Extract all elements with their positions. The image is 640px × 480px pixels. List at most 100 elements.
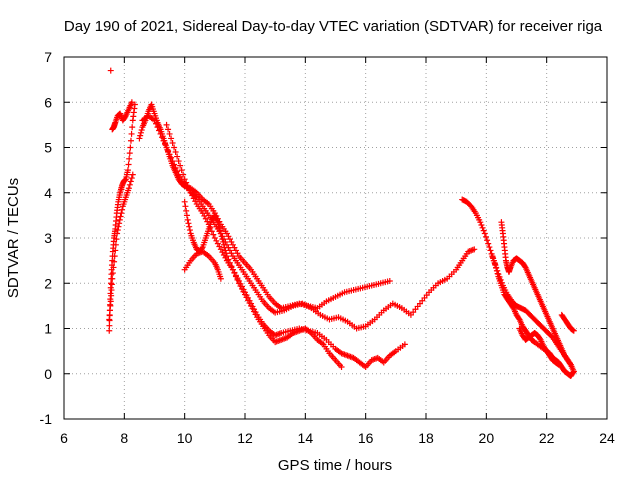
y-tick-label: 6 (44, 94, 52, 110)
data-point (174, 168, 181, 175)
x-axis-ticks: 6 8 10 12 14 16 18 20 22 24 (60, 57, 615, 446)
data-point (183, 212, 190, 219)
y-tick-label: 7 (44, 49, 52, 65)
data-point (214, 219, 221, 226)
data-point (177, 162, 184, 169)
data-point (570, 368, 577, 375)
data-point (178, 167, 185, 174)
data-point (114, 227, 121, 234)
data-point (154, 124, 161, 131)
data-point (115, 223, 122, 230)
data-point (163, 121, 170, 128)
series-arc-12 (516, 311, 577, 368)
data-point (169, 139, 176, 146)
data-point (109, 275, 116, 282)
data-point (386, 277, 393, 284)
data-point (229, 266, 236, 273)
data-point (125, 161, 132, 168)
data-point (165, 147, 172, 154)
data-point (486, 244, 493, 251)
data-point (221, 244, 228, 251)
data-point (127, 137, 134, 144)
x-tick-label: 16 (358, 430, 374, 446)
data-point (220, 241, 227, 248)
data-point (494, 270, 501, 277)
data-point (166, 151, 173, 158)
x-tick-label: 14 (298, 430, 314, 446)
x-tick-label: 18 (418, 430, 434, 446)
data-point (225, 256, 232, 263)
data-point (480, 227, 487, 234)
y-tick-label: 1 (44, 321, 52, 337)
data-point (157, 130, 164, 137)
data-point (109, 270, 116, 277)
data-point (216, 224, 223, 231)
data-point (137, 129, 144, 136)
data-point (478, 221, 485, 228)
data-point (180, 171, 187, 178)
series-arc-8 (181, 248, 224, 282)
series-arc-5 (139, 112, 478, 332)
data-point (127, 144, 134, 151)
grid-lines (64, 57, 607, 419)
data-point (116, 220, 123, 227)
chart-title: Day 190 of 2021, Sidereal Day-to-day VTE… (64, 18, 603, 35)
data-point (555, 361, 562, 368)
data-point (338, 363, 345, 370)
data-point (159, 134, 166, 141)
data-point (219, 236, 226, 243)
series-arc-7 (181, 198, 345, 370)
y-tick-label: 3 (44, 230, 52, 246)
data-point (129, 171, 136, 178)
x-tick-label: 24 (599, 430, 615, 446)
data-point (232, 273, 239, 280)
data-point (136, 135, 143, 142)
data-point (484, 237, 491, 244)
data-point (215, 221, 222, 228)
data-point (218, 233, 225, 240)
data-point (228, 263, 235, 270)
y-tick-label: 2 (44, 275, 52, 291)
data-point (183, 179, 190, 186)
data-point (165, 126, 172, 133)
data-point (477, 219, 484, 226)
data-marks (106, 67, 577, 380)
series-arc-1 (106, 101, 138, 334)
data-point (217, 230, 224, 237)
data-point (181, 176, 188, 183)
data-point (114, 230, 121, 237)
data-point (479, 224, 486, 231)
data-point (567, 360, 574, 367)
data-point (126, 155, 133, 162)
data-point (151, 117, 158, 124)
data-point (156, 127, 163, 134)
data-point (186, 186, 193, 193)
x-axis-label: GPS time / hours (278, 457, 392, 474)
data-point (160, 137, 167, 144)
x-tick-label: 12 (237, 430, 253, 446)
data-point (493, 267, 500, 274)
data-point (111, 258, 118, 265)
series-arc-3 (106, 171, 136, 323)
data-point (223, 250, 230, 257)
data-point (126, 181, 133, 188)
x-tick-label: 6 (60, 430, 68, 446)
data-point (118, 210, 125, 217)
data-point (138, 126, 145, 133)
data-point (153, 120, 160, 127)
data-point (112, 241, 119, 248)
data-point (570, 327, 577, 334)
data-point (482, 233, 489, 240)
y-tick-label: 5 (44, 140, 52, 156)
plot-frame (63, 56, 608, 420)
data-point (185, 220, 192, 227)
data-point (113, 236, 120, 243)
data-point (168, 135, 175, 142)
series-arc-6 (163, 121, 408, 370)
data-point (106, 322, 113, 329)
data-point (127, 178, 134, 185)
data-point (108, 287, 115, 294)
data-point (487, 247, 494, 254)
data-point (181, 198, 188, 205)
